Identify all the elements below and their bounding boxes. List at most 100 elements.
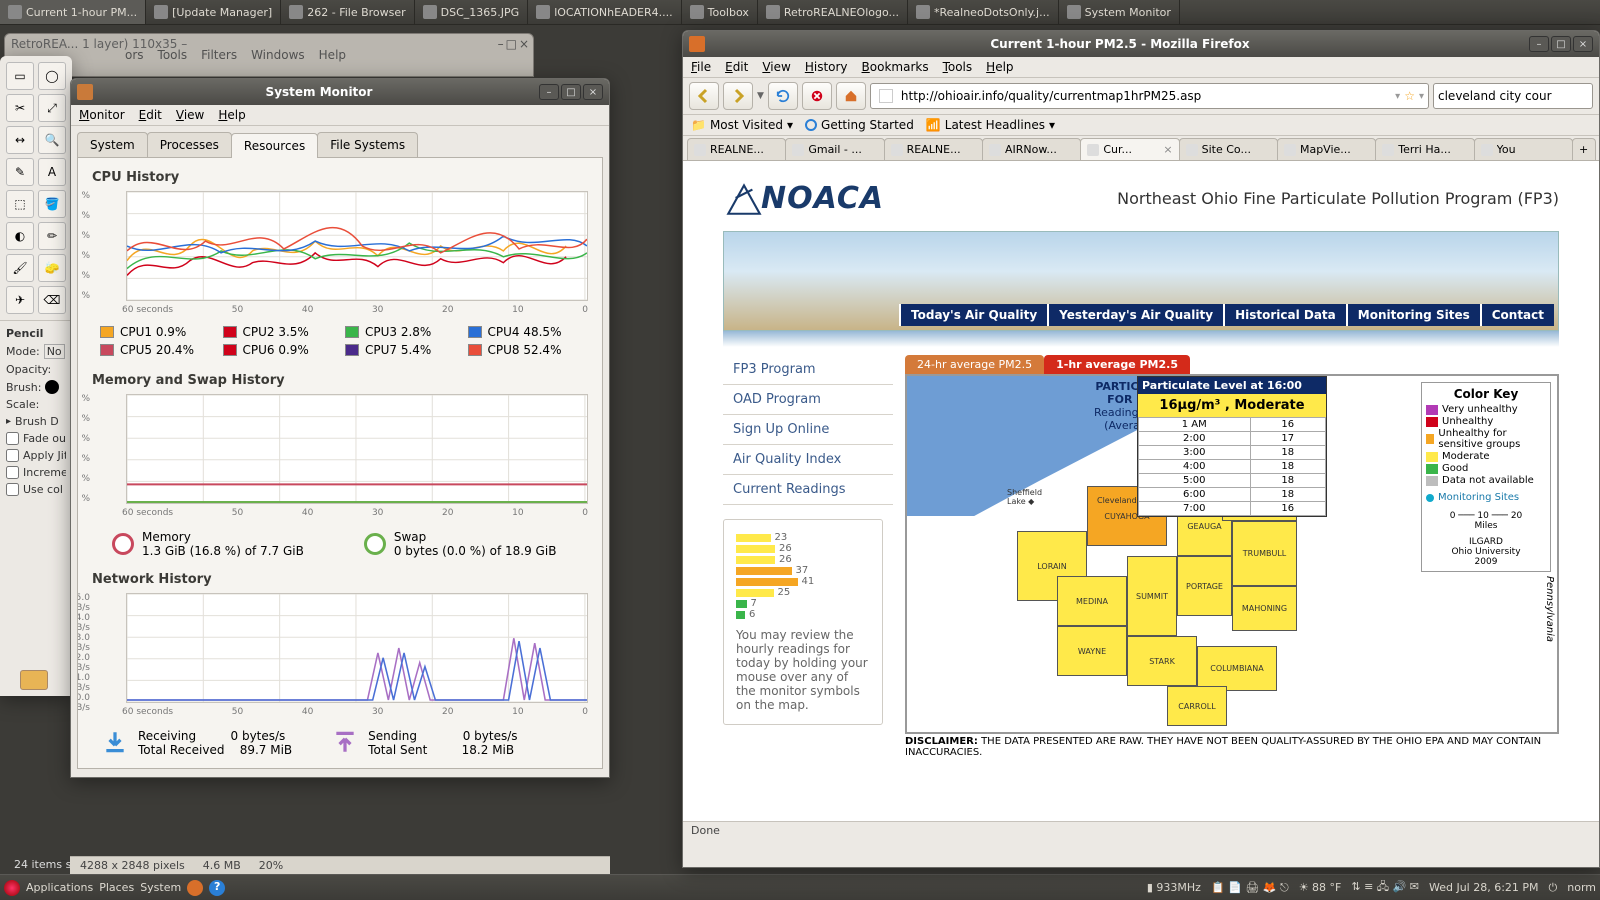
bookmark-star-icon[interactable]: ☆	[1404, 89, 1415, 103]
menu-help[interactable]: Help	[218, 108, 245, 122]
maximize-button[interactable]: □	[506, 37, 517, 51]
county-wayne[interactable]: WAYNE	[1057, 626, 1127, 676]
taskbar-item[interactable]: Current 1-hour PM...	[0, 0, 146, 24]
places-menu[interactable]: Places	[99, 881, 134, 894]
taskbar-item[interactable]: lOCATIONhEADER4....	[528, 0, 681, 24]
maximize-button[interactable]: □	[561, 84, 581, 100]
cpu-freq-applet[interactable]: ▮ 933MHz	[1147, 881, 1201, 894]
home-button[interactable]	[836, 82, 866, 110]
county-columbiana[interactable]: COLUMBIANA	[1197, 646, 1277, 691]
tray-icons[interactable]: 📋 📄 🖨 🦊 ⎋	[1211, 881, 1289, 895]
tool-button[interactable]: ◐	[6, 222, 34, 250]
nav-item[interactable]: Monitoring Sites	[1346, 304, 1480, 326]
tab-resources[interactable]: Resources	[231, 133, 318, 158]
menu-view[interactable]: View	[176, 108, 204, 122]
power-icon[interactable]: ⏻	[1549, 881, 1558, 895]
firefox-titlebar[interactable]: Current 1-hour PM2.5 - Mozilla Firefox –…	[683, 31, 1599, 57]
tool-button[interactable]: 🧽	[38, 254, 66, 282]
sidenav-item[interactable]: OAD Program	[723, 385, 893, 415]
maximize-button[interactable]: □	[1551, 36, 1571, 52]
browser-tab[interactable]: Site Co...	[1179, 138, 1278, 160]
show-desktop-icon[interactable]	[20, 670, 48, 690]
subtab-24hr[interactable]: 24-hr average PM2.5	[905, 355, 1044, 374]
minimize-button[interactable]: –	[498, 37, 504, 51]
close-button[interactable]: ×	[583, 84, 603, 100]
sidenav-item[interactable]: Sign Up Online	[723, 415, 893, 445]
county-mahoning[interactable]: MAHONING	[1232, 586, 1297, 631]
forward-button[interactable]	[723, 82, 753, 110]
nav-item[interactable]: Today's Air Quality	[899, 304, 1047, 326]
rss-icon[interactable]: ▾	[1395, 91, 1400, 102]
firefox-launcher-icon[interactable]	[187, 880, 203, 896]
stop-button[interactable]	[802, 82, 832, 110]
brush-preview[interactable]	[45, 380, 59, 394]
usecolor-checkbox[interactable]	[6, 483, 19, 496]
jitter-checkbox[interactable]	[6, 449, 19, 462]
sidenav-item[interactable]: Current Readings	[723, 475, 893, 505]
taskbar-item[interactable]: Toolbox	[682, 0, 758, 24]
tool-button[interactable]: ✎	[6, 158, 34, 186]
menu-view[interactable]: View	[762, 60, 790, 74]
browser-tab[interactable]: Gmail - ...	[785, 138, 884, 160]
browser-tab[interactable]: Cur...×	[1080, 138, 1179, 160]
search-input[interactable]	[1438, 89, 1588, 103]
ubuntu-logo-icon[interactable]	[4, 880, 20, 896]
sidenav-item[interactable]: Air Quality Index	[723, 445, 893, 475]
close-button[interactable]: ×	[1573, 36, 1593, 52]
taskbar-item[interactable]: RetroREALNEOlogo...	[758, 0, 908, 24]
reload-button[interactable]	[768, 82, 798, 110]
subtab-1hr[interactable]: 1-hr average PM2.5	[1044, 355, 1190, 374]
nav-item[interactable]: Yesterday's Air Quality	[1047, 304, 1223, 326]
tool-button[interactable]: ▭	[6, 62, 34, 90]
tool-button[interactable]: ◯	[38, 62, 66, 90]
browser-tab[interactable]: REALNE...	[687, 138, 786, 160]
browser-tab[interactable]: Terri Ha...	[1375, 138, 1474, 160]
sysmon-titlebar[interactable]: System Monitor – □ ×	[71, 79, 609, 105]
menu-tools[interactable]: Tools	[943, 60, 973, 74]
close-button[interactable]: ×	[519, 37, 529, 51]
indicator-icons[interactable]: ⇅ ≡ 🖧 🔊 ✉	[1351, 878, 1419, 897]
tool-button[interactable]: ⌫	[38, 286, 66, 314]
menu-history[interactable]: History	[805, 60, 848, 74]
minimize-button[interactable]: –	[1529, 36, 1549, 52]
county-carroll[interactable]: CARROLL	[1167, 686, 1227, 726]
tab-system[interactable]: System	[77, 132, 148, 157]
taskbar-item[interactable]: DSC_1365.JPG	[415, 0, 529, 24]
clock[interactable]: Wed Jul 28, 6:21 PM	[1429, 881, 1539, 894]
tool-button[interactable]: ↔	[6, 126, 34, 154]
sidenav-item[interactable]: FP3 Program	[723, 355, 893, 385]
user-menu[interactable]: norm	[1567, 881, 1596, 894]
browser-tab[interactable]: AIRNow...	[982, 138, 1081, 160]
browser-tab[interactable]: You	[1474, 138, 1573, 160]
menu-edit[interactable]: Edit	[725, 60, 748, 74]
url-input[interactable]	[897, 89, 1391, 103]
tool-button[interactable]: 🖌	[6, 254, 34, 282]
help-icon[interactable]: ?	[209, 880, 225, 896]
tab-file-systems[interactable]: File Systems	[317, 132, 418, 157]
new-tab-button[interactable]: +	[1572, 138, 1596, 160]
tool-button[interactable]: ✏	[38, 222, 66, 250]
menu-help[interactable]: Help	[986, 60, 1013, 74]
menu-monitor[interactable]: Monitor	[79, 108, 125, 122]
menu-edit[interactable]: Edit	[139, 108, 162, 122]
tool-button[interactable]: ✂	[6, 94, 34, 122]
county-stark[interactable]: STARK	[1127, 636, 1197, 686]
bookmark-getting-started[interactable]: Getting Started	[805, 118, 914, 132]
back-button[interactable]	[689, 82, 719, 110]
browser-tab[interactable]: REALNE...	[884, 138, 983, 160]
taskbar-item[interactable]: System Monitor	[1059, 0, 1180, 24]
search-bar[interactable]	[1433, 83, 1593, 109]
taskbar-item[interactable]: *RealneoDotsOnly.j...	[908, 0, 1059, 24]
tool-button[interactable]: ⬚	[6, 190, 34, 218]
system-menu[interactable]: System	[140, 881, 181, 894]
bookmark-latest-headlines[interactable]: 📶Latest Headlines▾	[926, 118, 1055, 132]
nav-item[interactable]: Historical Data	[1223, 304, 1346, 326]
county-medina[interactable]: MEDINA	[1057, 576, 1127, 626]
url-bar[interactable]: ▾ ☆ ▾	[870, 83, 1429, 109]
weather-applet[interactable]: ☀ 88 °F	[1299, 881, 1342, 894]
bookmark-most-visited[interactable]: 📁Most Visited▾	[691, 118, 793, 132]
taskbar-item[interactable]: [Update Manager]	[146, 0, 281, 24]
county-portage[interactable]: PORTAGE	[1177, 556, 1232, 616]
tool-button[interactable]: ✈	[6, 286, 34, 314]
mode-select[interactable]: No	[44, 344, 65, 359]
